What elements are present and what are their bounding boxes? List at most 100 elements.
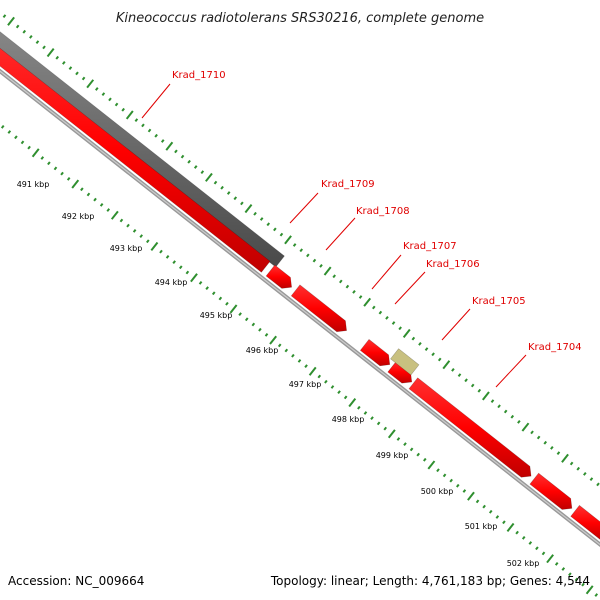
scale-tick-minor xyxy=(0,124,5,129)
gene-label[interactable]: Krad_1706 xyxy=(426,259,480,270)
scale-tick-minor xyxy=(27,145,31,150)
scale-tick-minor xyxy=(589,477,594,482)
scale-tick-major xyxy=(482,391,490,401)
scale-tick-minor xyxy=(416,452,420,457)
gene-label[interactable]: Krad_1707 xyxy=(403,241,457,252)
gene-krad-1703[interactable] xyxy=(570,504,600,540)
track-lines xyxy=(0,68,600,548)
scale-tick-minor xyxy=(457,373,462,377)
misc-feature[interactable] xyxy=(390,348,420,376)
gene-krad-1705[interactable] xyxy=(408,377,532,478)
scale-tick-minor xyxy=(7,130,12,134)
scale-tick-major xyxy=(269,335,277,345)
gene-label[interactable]: Krad_1705 xyxy=(472,296,526,307)
scale-tick-major xyxy=(86,79,95,89)
scale-tick-minor xyxy=(180,154,185,159)
scale-tick-minor xyxy=(343,395,348,400)
scale-tick-minor xyxy=(568,572,572,577)
scale-tick-major xyxy=(229,304,238,314)
scale-tick-minor xyxy=(200,170,205,175)
scale-tick-minor xyxy=(20,140,25,145)
scale-tick-major xyxy=(46,47,55,58)
scale-tick-minor xyxy=(253,211,257,216)
scale-tick-minor xyxy=(147,128,152,133)
scale-tick-major xyxy=(110,210,119,220)
track-line-highlight xyxy=(0,70,600,546)
gene-krad-1707[interactable] xyxy=(359,338,391,367)
scale-tick-minor xyxy=(174,149,178,154)
scale-tick-minor xyxy=(132,228,137,233)
scale-tick-minor xyxy=(172,260,176,264)
scale-tick-minor xyxy=(35,40,40,44)
scale-tick-minor xyxy=(284,348,289,353)
scale-tick-minor xyxy=(266,222,271,227)
scale-tick-major xyxy=(125,110,134,120)
gene-krad-1706[interactable] xyxy=(387,360,413,384)
scale-tick-minor xyxy=(594,593,599,597)
scale-tick-minor xyxy=(106,208,111,212)
scale-tick-major xyxy=(585,585,594,595)
gene-label[interactable]: Krad_1709 xyxy=(321,179,375,190)
scale-tick-minor xyxy=(391,321,396,325)
scale-tick-minor xyxy=(482,504,486,509)
scale-tick-minor xyxy=(193,165,198,169)
scale-tick-major xyxy=(546,554,554,564)
scale-tick-minor xyxy=(451,368,455,372)
scale-tick-major xyxy=(427,460,436,470)
scale-tick-minor xyxy=(317,374,322,379)
scale-tick-minor xyxy=(53,166,58,171)
scale-ticks-outer xyxy=(2,14,600,487)
scale-tick-minor xyxy=(292,243,297,247)
gene-labels: Krad_1710 Krad_1709 Krad_1708 Krad_1707 Krad… xyxy=(141,70,582,388)
scale-tick-minor xyxy=(258,327,262,332)
gene-krad-1704[interactable] xyxy=(529,472,573,510)
scale-tick-minor xyxy=(352,289,356,294)
scale-tick-minor xyxy=(238,312,242,316)
scale-tick-minor xyxy=(187,159,191,164)
scale-tick-minor xyxy=(561,567,566,571)
scale-tick-minor xyxy=(66,176,71,181)
gene-label[interactable]: Krad_1704 xyxy=(528,342,582,353)
scale-tick-minor xyxy=(306,253,310,258)
kbp-label: 497 kbp xyxy=(289,380,322,389)
scale-tick-minor xyxy=(22,29,27,34)
scale-tick-minor xyxy=(146,239,150,244)
gene-label-leader xyxy=(371,254,402,290)
scale-tick-minor xyxy=(134,118,139,123)
gene-label[interactable]: Krad_1710 xyxy=(172,70,226,81)
scale-tick-major xyxy=(31,148,40,158)
scale-tick-minor xyxy=(550,446,554,450)
pseudogene-band[interactable] xyxy=(0,15,285,268)
scale-tick-minor xyxy=(2,14,7,18)
kbp-label: 492 kbp xyxy=(62,212,95,221)
scale-tick-minor xyxy=(431,352,435,357)
scale-tick-major xyxy=(348,398,357,408)
gene-krad-1708[interactable] xyxy=(290,284,347,333)
scale-tick-major xyxy=(442,360,451,370)
scale-tick-minor xyxy=(213,180,218,185)
kbp-label: 498 kbp xyxy=(332,415,365,424)
scale-tick-minor xyxy=(345,284,350,289)
scale-tick-minor xyxy=(497,404,501,409)
gene-krad-1709[interactable] xyxy=(265,264,292,289)
scale-tick-minor xyxy=(218,296,223,301)
scale-tick-minor xyxy=(86,192,91,197)
scale-tick-minor xyxy=(569,461,574,466)
kbp-label: 493 kbp xyxy=(110,244,143,253)
scale-tick-minor xyxy=(259,217,264,221)
scale-tick-minor xyxy=(160,139,165,143)
scale-tick-minor xyxy=(372,305,376,310)
gene-label[interactable]: Krad_1708 xyxy=(356,206,410,217)
scale-tick-minor xyxy=(536,435,541,440)
scale-tick-minor xyxy=(398,326,402,331)
scale-tick-minor xyxy=(108,97,112,102)
scale-tick-minor xyxy=(418,341,422,346)
scale-tick-minor xyxy=(40,156,45,160)
scale-tick-minor xyxy=(95,87,99,91)
scale-tick-minor xyxy=(14,135,18,140)
scale-tick-minor xyxy=(330,385,335,389)
gene-krad-1710[interactable] xyxy=(0,25,271,273)
scale-tick-minor xyxy=(264,333,269,337)
scale-tick-minor xyxy=(226,191,231,195)
scale-tick-minor xyxy=(139,234,143,238)
